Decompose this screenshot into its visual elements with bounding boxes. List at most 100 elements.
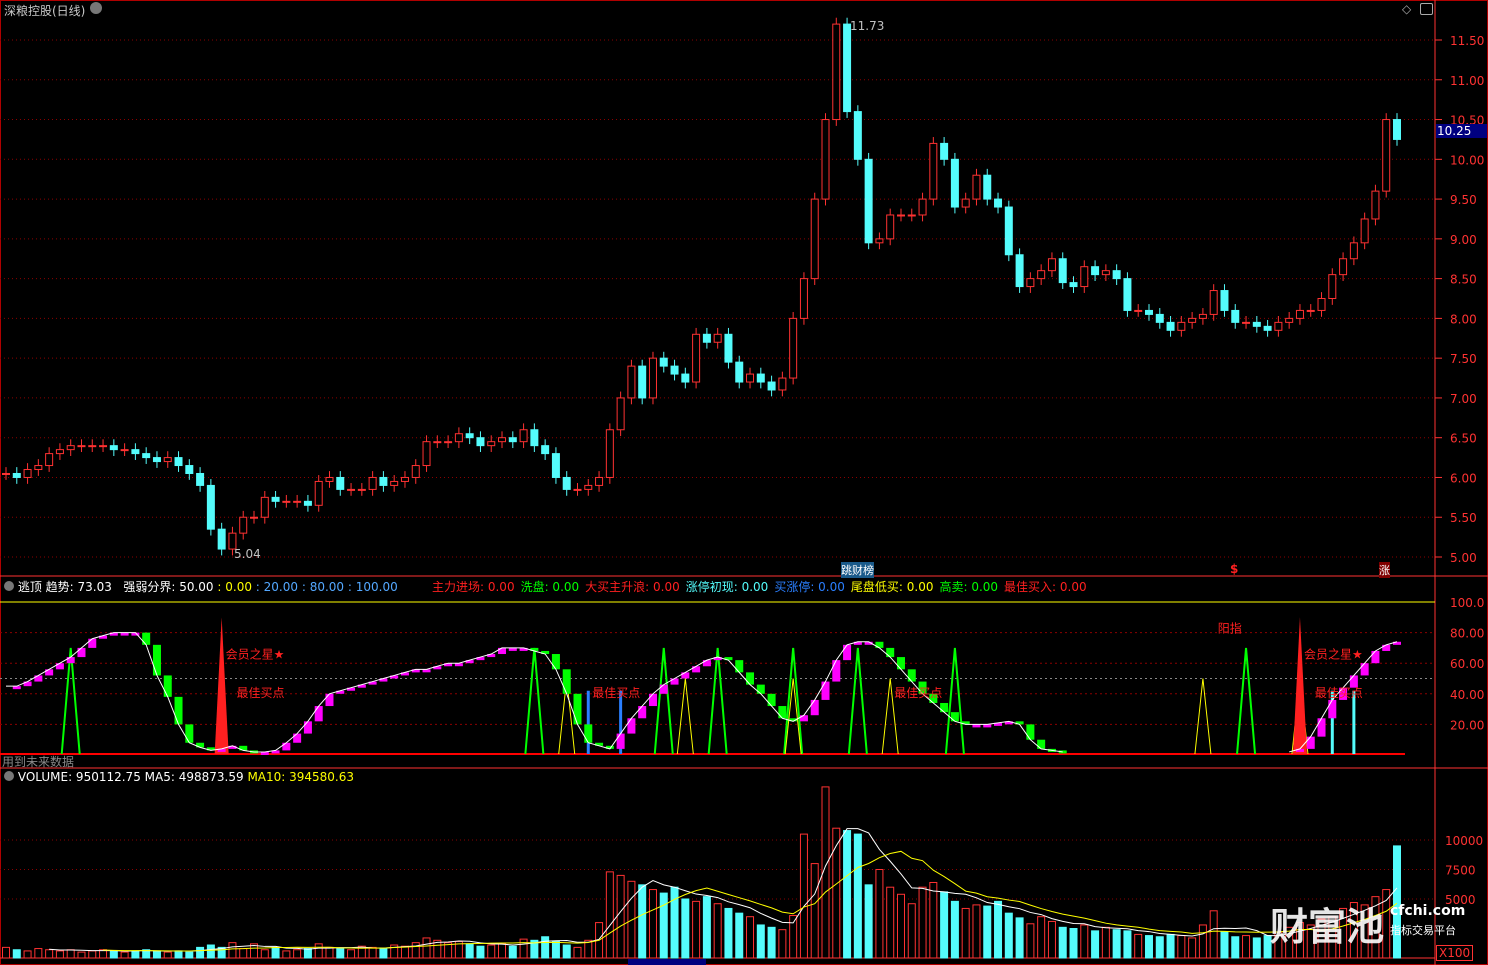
- yellow-spike: [676, 678, 694, 755]
- candle-body: [368, 476, 377, 490]
- candle: [875, 232, 884, 250]
- volume-bar: [1295, 922, 1304, 959]
- indicator-annotation: 阳指: [1218, 621, 1242, 636]
- layout-toggle-icon[interactable]: [1420, 3, 1433, 15]
- trend-block: [77, 647, 86, 658]
- trend-block: [88, 638, 97, 648]
- volume-bar: [896, 893, 905, 959]
- candle: [77, 439, 86, 453]
- indicator-tick-label: 100.0: [1450, 596, 1484, 610]
- volume-bar: [562, 944, 571, 959]
- candle: [1371, 184, 1380, 226]
- volume-bar: [34, 948, 43, 959]
- volume-bar: [1155, 936, 1164, 959]
- candle-body: [789, 317, 798, 379]
- green-spike: [944, 647, 965, 755]
- trend-block: [756, 684, 765, 694]
- candle: [983, 168, 992, 206]
- volume-bar: [1123, 930, 1132, 959]
- candle: [595, 471, 604, 492]
- volume-bar: [163, 951, 172, 959]
- candle: [541, 439, 550, 460]
- green-spike: [60, 647, 81, 755]
- candle: [1134, 304, 1143, 317]
- trend-block: [476, 657, 485, 661]
- indicator-menu-icon[interactable]: [4, 581, 14, 591]
- candle-body: [34, 465, 43, 471]
- signal-values: 主力进场: 0.00 洗盘: 0.00 大买主升浪: 0.00 涨停初现: 0.00 买…: [432, 578, 1093, 595]
- trend-block: [303, 721, 312, 734]
- badge-dollar[interactable]: $: [1230, 562, 1239, 576]
- trend-block: [282, 742, 291, 751]
- candle: [2, 467, 10, 480]
- candle-body: [1252, 321, 1261, 327]
- candle: [271, 490, 280, 508]
- candle-body: [88, 445, 97, 448]
- volume-bar: [260, 949, 269, 959]
- volume-menu-icon[interactable]: [4, 771, 14, 781]
- candle-body: [390, 480, 399, 486]
- trend-block: [853, 641, 862, 645]
- volume-bar: [778, 929, 787, 959]
- candle: [131, 443, 140, 460]
- candle: [1037, 264, 1046, 285]
- candle: [55, 443, 64, 460]
- candle: [950, 152, 959, 214]
- candle: [702, 327, 711, 349]
- candle: [584, 479, 593, 496]
- trend-block: [66, 657, 75, 664]
- trend-block: [551, 654, 560, 670]
- candle-body: [433, 441, 442, 444]
- candle-body: [605, 429, 614, 478]
- candle-body: [66, 445, 75, 451]
- volume-bar: [756, 924, 765, 959]
- candle: [88, 439, 97, 453]
- trend-block: [530, 647, 539, 651]
- candle-body: [1393, 119, 1401, 140]
- volume-bar: [1047, 920, 1056, 959]
- candle-body: [1209, 290, 1218, 315]
- volume-bar: [487, 944, 496, 959]
- candle-body: [1155, 313, 1164, 323]
- candle-body: [530, 429, 539, 447]
- candle-body: [918, 198, 927, 216]
- current-price-box: 10.25: [1436, 124, 1487, 138]
- trend-line: [6, 632, 1063, 753]
- volume-bar: [940, 891, 949, 959]
- trend-block: [541, 650, 550, 655]
- badge-tiaocaibang[interactable]: 跳财榜: [841, 562, 874, 578]
- candle-body: [541, 445, 550, 455]
- price-tick-label: 6.50: [1450, 432, 1477, 446]
- volume-bar: [659, 892, 668, 959]
- candle: [1144, 304, 1153, 321]
- volume-bar: [1252, 937, 1261, 959]
- diamond-icon[interactable]: ◇: [1402, 2, 1412, 16]
- candle: [1015, 248, 1024, 293]
- period-dropdown-icon[interactable]: [90, 2, 102, 14]
- volume-bar: [422, 937, 431, 959]
- badge-zhang[interactable]: 涨: [1379, 562, 1390, 578]
- volume-bar: [1285, 926, 1294, 959]
- candle: [314, 475, 323, 512]
- trend-block: [390, 675, 399, 679]
- candle: [692, 327, 701, 389]
- candle-body: [961, 198, 970, 208]
- indicator-header: 逃顶 趋势: 73.03 强弱分界: 50.00 : 0.00 : 20.00 …: [4, 578, 398, 595]
- volume-bar: [950, 900, 959, 959]
- volume-bar: [45, 949, 54, 959]
- indicator-annotation: 最佳买点: [1315, 686, 1363, 700]
- candle-body: [444, 441, 453, 444]
- candle-body: [1242, 321, 1251, 324]
- candle-body: [886, 214, 895, 240]
- candle: [433, 435, 442, 449]
- volume-bar: [239, 948, 248, 959]
- volume-tick-label: 10000: [1445, 834, 1483, 848]
- candle: [99, 439, 108, 453]
- indicator-tick-label: 20.00: [1450, 718, 1484, 732]
- candle: [357, 483, 366, 496]
- trend-block: [670, 678, 679, 685]
- candle-body: [746, 373, 755, 383]
- trend-block: [120, 632, 129, 636]
- volume-bar: [1069, 928, 1078, 959]
